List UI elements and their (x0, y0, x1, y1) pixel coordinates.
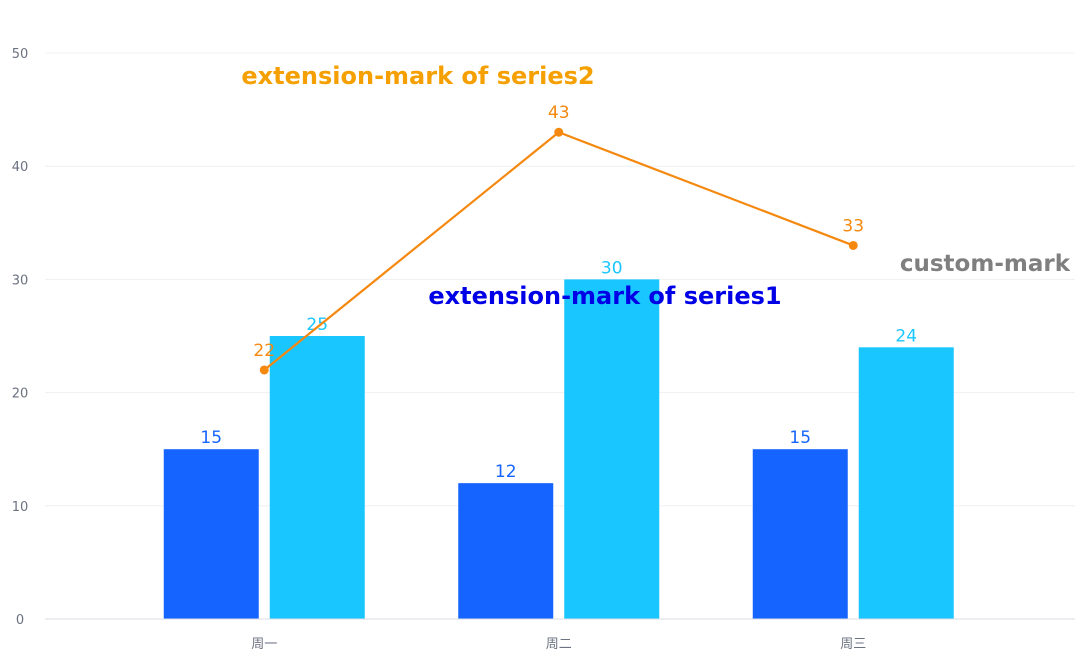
y-axis: 0 10 20 30 40 50 (12, 47, 29, 628)
annotation-layer: extension-mark of series2 extension-mark… (241, 62, 1070, 310)
bar-data-label: 15 (200, 428, 222, 448)
y-tick-label: 20 (12, 387, 29, 402)
annotation-series1: extension-mark of series1 (428, 282, 781, 310)
bar-data-label: 12 (495, 462, 517, 482)
y-tick-label: 50 (12, 47, 29, 62)
bar (458, 483, 554, 619)
y-tick-label: 40 (12, 160, 29, 175)
line-series: 22 43 33 (253, 103, 864, 375)
bar (269, 336, 365, 619)
line-data-label: 43 (548, 103, 570, 123)
line-path (263, 130, 854, 371)
bar-data-label: 25 (306, 315, 328, 335)
line-data-label: 33 (842, 216, 864, 236)
line-data-label: 22 (253, 341, 275, 361)
line-point (259, 365, 269, 375)
bar (752, 449, 848, 619)
y-tick-label: 10 (12, 500, 29, 515)
bar-data-label: 15 (789, 428, 811, 448)
bar (564, 279, 660, 619)
line-point (848, 240, 858, 250)
bar-data-label: 24 (895, 326, 917, 346)
bar-data-label: 30 (601, 258, 623, 278)
bar (858, 347, 954, 619)
y-tick-label: 0 (16, 613, 24, 628)
x-tick-label: 周三 (840, 637, 866, 652)
bar-series: 15 12 15 25 30 24 (163, 258, 954, 619)
x-axis: 周一 周二 周三 (45, 618, 1075, 652)
annotation-series2: extension-mark of series2 (241, 62, 594, 90)
y-tick-label: 30 (12, 273, 29, 288)
line-point (554, 127, 564, 137)
annotation-custom: custom-mark (900, 251, 1071, 277)
x-tick-label: 周二 (546, 637, 572, 652)
bar (163, 449, 259, 619)
x-tick-label: 周一 (251, 637, 277, 652)
